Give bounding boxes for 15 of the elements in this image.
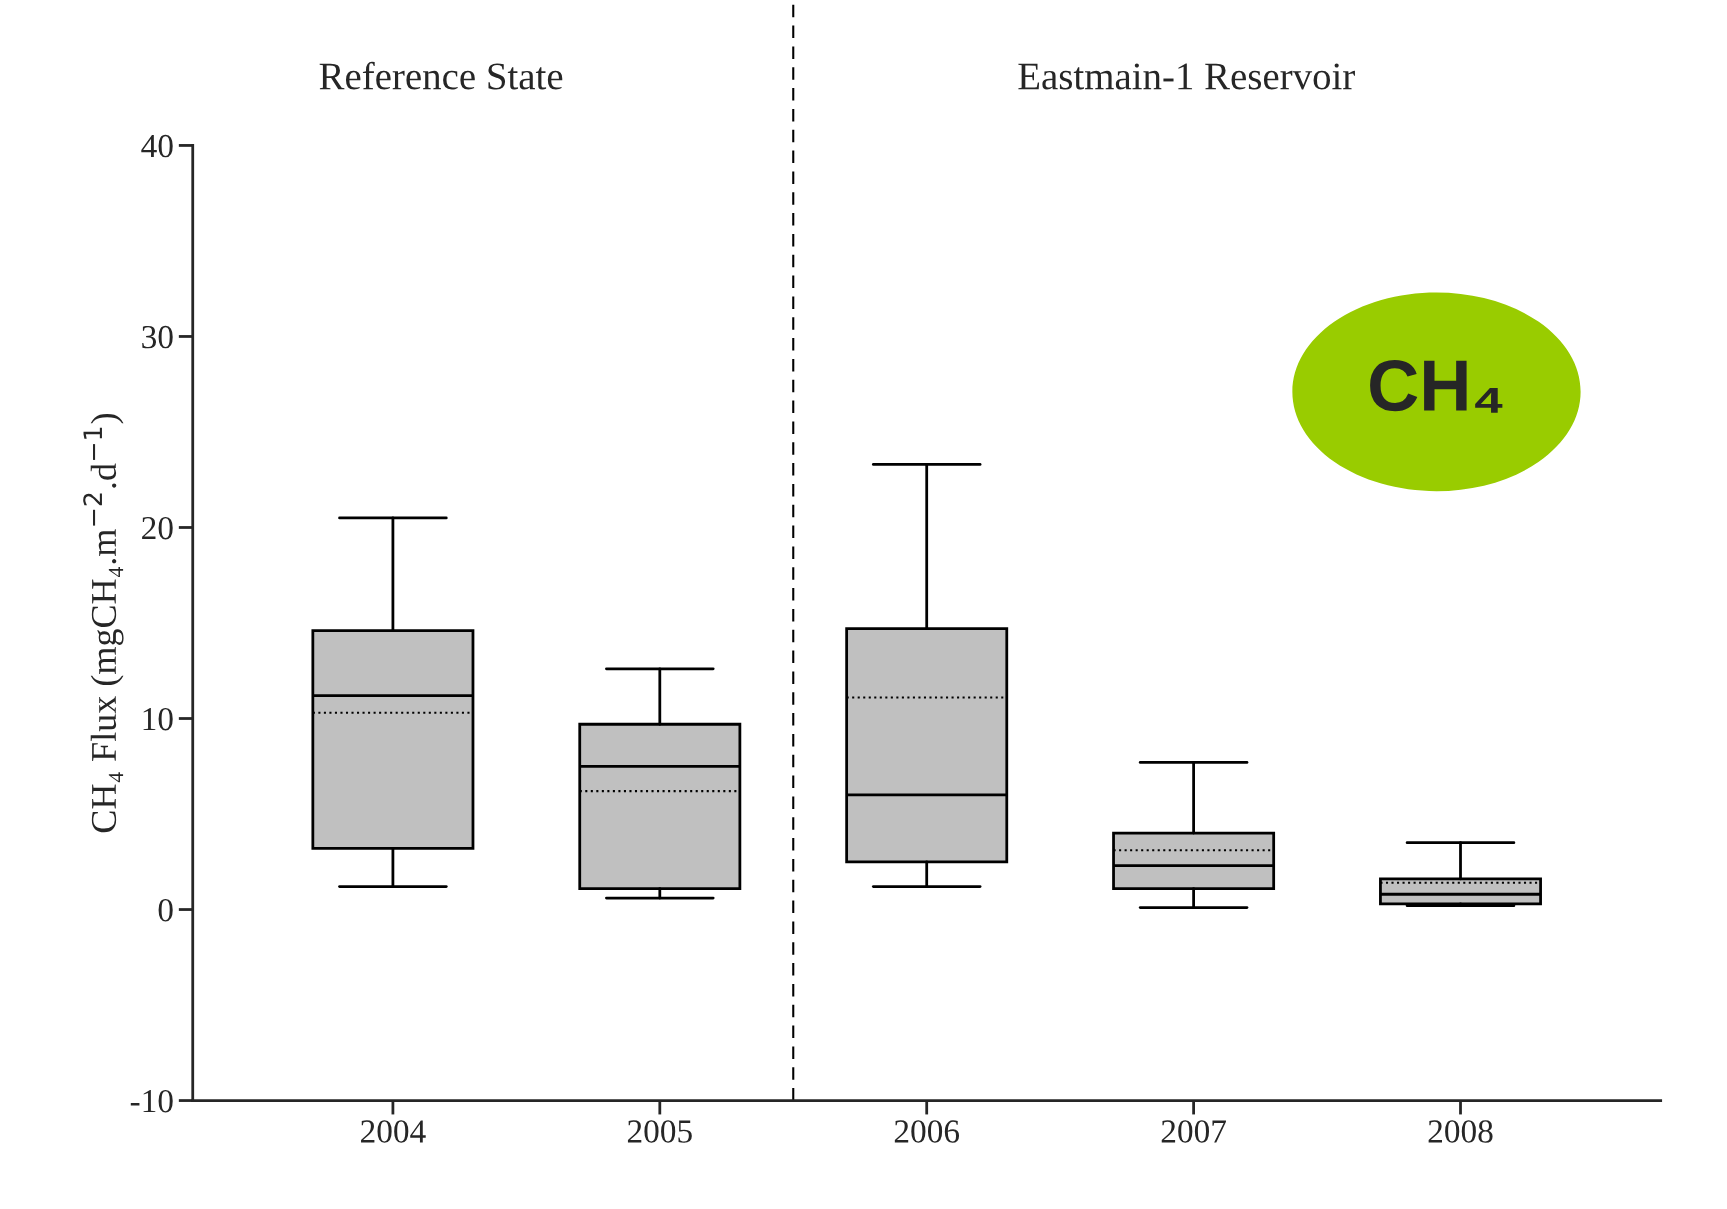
- y-tick-label: 10: [143, 707, 173, 731]
- x-tick-label: 2006: [894, 1120, 960, 1143]
- y-tick-label: 30: [142, 325, 173, 349]
- text: Eastmain-1 Reservoir: [1018, 63, 1355, 90]
- x-tick-label: 2008: [1428, 1120, 1493, 1143]
- x-tick-label: 2004: [361, 1120, 426, 1143]
- annotation: CH₄: [1370, 360, 1503, 413]
- y-tick-label: 20: [142, 516, 173, 540]
- x-tick-label: 2005: [627, 1120, 692, 1143]
- y-tick-label: 0: [158, 898, 173, 922]
- x-tick-label: 2007: [1161, 1120, 1226, 1143]
- text: Reference State: [319, 61, 563, 90]
- y-axis-title: CH₄ Flux (mgCH₄.m$^{−2}$.d$^{−1}$): [83, 413, 124, 833]
- y-tick-label: -10: [130, 1089, 173, 1113]
- y-tick-label: 40: [141, 134, 173, 158]
